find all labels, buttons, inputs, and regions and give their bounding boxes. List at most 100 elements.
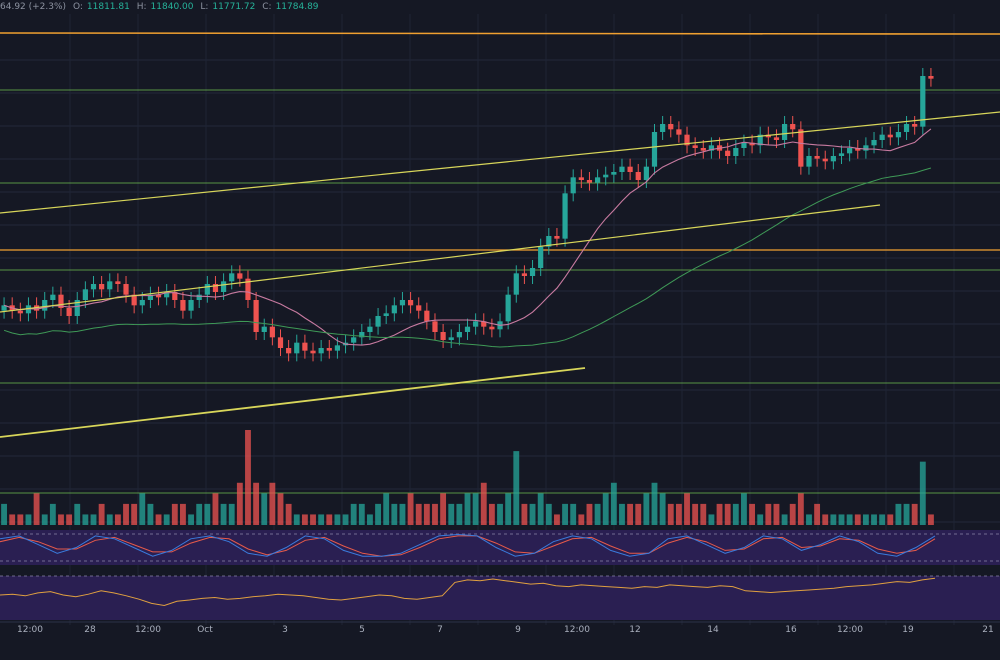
candle-body xyxy=(627,166,633,172)
candle-body xyxy=(383,313,389,316)
candle-body xyxy=(651,132,658,167)
volume-bar xyxy=(375,503,381,525)
volume-bar xyxy=(488,503,495,525)
candle-body xyxy=(781,124,788,140)
volume-bar xyxy=(269,482,276,525)
candle-body xyxy=(155,294,162,298)
volume-bar xyxy=(919,461,926,525)
volume-bar xyxy=(765,503,772,525)
volume-bar xyxy=(245,430,251,525)
volume-bar xyxy=(822,514,829,525)
candle-body xyxy=(74,300,80,316)
volume-bar xyxy=(854,514,861,525)
rsi-band xyxy=(0,576,1000,620)
stoch-d-line xyxy=(0,535,936,557)
volume-bar xyxy=(25,514,32,525)
candle-body xyxy=(562,193,568,239)
candle-body xyxy=(212,284,219,292)
candle-body xyxy=(245,278,251,300)
x-tick-label: 19 xyxy=(902,625,914,635)
candle-body xyxy=(513,273,519,295)
candle-body xyxy=(131,294,137,306)
volume-bar xyxy=(708,514,715,525)
stoch-band xyxy=(0,530,1000,565)
close-value: 11784.89 xyxy=(275,2,319,12)
volume-bar xyxy=(741,493,747,525)
volume-bar xyxy=(171,503,178,525)
volume-bar xyxy=(684,493,690,525)
volume-bar xyxy=(480,482,487,525)
candle-body xyxy=(546,236,552,247)
candle-body xyxy=(326,348,332,351)
candle-body xyxy=(399,300,406,306)
candle-body xyxy=(269,326,275,338)
candle-body xyxy=(798,129,804,167)
volume-bar xyxy=(139,493,146,525)
volume-bar xyxy=(342,514,349,525)
candle-body xyxy=(50,294,56,300)
candle-body xyxy=(407,300,414,306)
candle-body xyxy=(684,134,690,146)
candle-body xyxy=(188,300,194,311)
volume-bar xyxy=(464,493,471,525)
volume-bar xyxy=(41,514,48,525)
volume-bar xyxy=(301,514,308,525)
volume-bar xyxy=(58,514,64,525)
candle-body xyxy=(204,284,210,295)
candle-body xyxy=(692,145,698,148)
volume-bar xyxy=(749,503,755,525)
low-label: L: xyxy=(200,2,209,12)
candle-body xyxy=(90,284,97,290)
volume-bar xyxy=(643,493,650,525)
volume-bar xyxy=(594,503,601,525)
candle-body xyxy=(578,177,584,180)
volume-bar xyxy=(911,503,918,525)
channel-upper-line xyxy=(0,111,1000,214)
volume-bar xyxy=(497,503,503,525)
candle-body xyxy=(928,76,934,79)
volume-bar xyxy=(415,503,422,525)
ma-slow-line xyxy=(3,167,932,348)
candle-body xyxy=(334,345,341,351)
candle-body xyxy=(822,158,828,162)
volume-bar xyxy=(806,514,812,525)
volume-bar xyxy=(505,493,512,525)
volume-bar xyxy=(716,503,723,525)
volume-bar xyxy=(781,514,788,525)
candle-body xyxy=(554,236,560,239)
volume-bar xyxy=(212,493,219,525)
x-tick-label: 7 xyxy=(437,625,443,635)
candle-body xyxy=(42,300,48,311)
candle-body xyxy=(123,284,129,295)
volume-bar xyxy=(789,503,796,525)
candle-body xyxy=(351,337,357,343)
volume-bar xyxy=(838,514,845,525)
candle-body xyxy=(594,177,601,183)
high-label: H: xyxy=(136,2,147,12)
volume-bar xyxy=(82,514,89,525)
volume-bar xyxy=(586,503,593,525)
volume-bar xyxy=(619,503,625,525)
open-value: 11811.81 xyxy=(86,2,130,12)
ma-fast-line xyxy=(3,128,932,346)
resistance-line xyxy=(0,32,1000,35)
volume-bar xyxy=(529,503,536,525)
candle-body xyxy=(229,273,235,282)
candle-body xyxy=(147,294,154,300)
ohlc-readout: 64.92 (+2.3%) O: 11811.81 H: 11840.00 L: 11… xyxy=(0,0,323,14)
low-value: 11771.72 xyxy=(212,2,256,12)
candle-body xyxy=(448,337,454,340)
volume-bar xyxy=(220,503,227,525)
volume-bar xyxy=(879,514,886,525)
candle-body xyxy=(830,156,836,162)
volume-bar xyxy=(448,503,455,525)
x-tick-label: 16 xyxy=(785,625,797,635)
candle-body xyxy=(220,281,227,292)
volume-bar xyxy=(667,503,674,525)
volume-bar xyxy=(570,503,577,525)
volume-bar xyxy=(724,503,731,525)
volume-bar xyxy=(147,503,154,525)
volume-bar xyxy=(407,493,414,525)
